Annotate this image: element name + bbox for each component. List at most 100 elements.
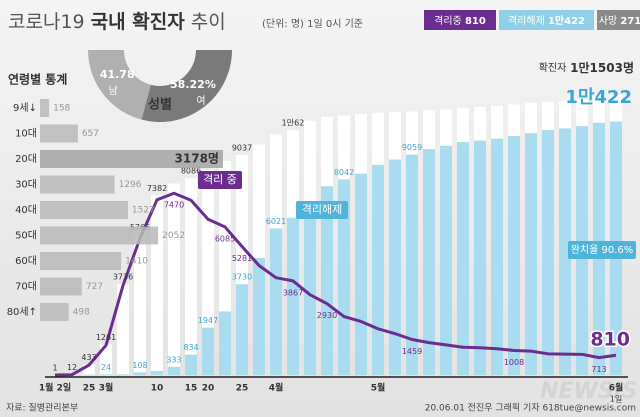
- line: [54, 191, 617, 377]
- bar: [117, 284, 129, 375]
- x-tick-label: 5월: [371, 382, 386, 394]
- badge-value: 810: [465, 16, 486, 27]
- bar: [40, 124, 78, 143]
- category-label: 70대: [15, 281, 37, 293]
- bar: [40, 277, 82, 296]
- badge-text: 격리중 810: [434, 14, 486, 27]
- value-label: 6021: [266, 217, 286, 226]
- chart-title: 성별: [148, 97, 172, 113]
- bar: [40, 303, 69, 321]
- value-label: 1: [52, 363, 57, 372]
- series-name: 확진자: [539, 62, 567, 74]
- category-label: 50대: [15, 230, 37, 242]
- bar: [40, 150, 223, 168]
- value-label: 2052: [162, 231, 185, 241]
- value-label: 727: [86, 282, 103, 292]
- pie-slice: [88, 50, 151, 120]
- x-tick-label: 25: [83, 384, 96, 394]
- bar: [270, 228, 282, 375]
- value-label: 12: [67, 363, 77, 372]
- value-label: 24: [101, 363, 111, 372]
- bar: [40, 252, 122, 270]
- annotation-box: [568, 241, 636, 259]
- annotation-box: [296, 201, 348, 219]
- x-tick-label: 15: [185, 384, 198, 394]
- value-label: 1만422: [565, 87, 632, 108]
- value-label: 7470: [164, 201, 184, 210]
- bar: [559, 128, 571, 375]
- bar: [287, 217, 299, 375]
- source: 자료: 질병관리본부: [6, 402, 78, 414]
- badge: [597, 10, 640, 30]
- pie-slice: [141, 50, 232, 122]
- badge-text: 격리해제 1만422: [508, 14, 585, 27]
- bar: [185, 354, 197, 375]
- value-label: 41.78: [100, 68, 135, 81]
- title-part: 국내 확진자: [91, 10, 186, 33]
- bar: [508, 136, 520, 375]
- bar: [151, 370, 163, 375]
- value-label: 158: [53, 104, 70, 114]
- x-tick-label: 1월 2일: [39, 382, 71, 394]
- category-label: 40대: [15, 204, 37, 216]
- annotation: 격리해제: [302, 202, 342, 216]
- bar: [40, 99, 50, 117]
- title-part: 코로나19: [8, 11, 85, 33]
- value-label: 3730: [232, 273, 252, 282]
- unit-note: (단위: 명) 1일 0시 기준: [262, 17, 363, 30]
- annotation: 완치율 90.6%: [571, 244, 634, 256]
- title: 코로나19 국내 확진자 추이: [8, 10, 226, 33]
- badge: [499, 10, 594, 30]
- bar: [117, 374, 129, 375]
- x-tick-label: 4월: [269, 382, 284, 394]
- value-label: 9037: [232, 144, 252, 153]
- value-label: 3867: [283, 288, 303, 297]
- bar: [372, 164, 384, 375]
- value-label: 834: [183, 343, 198, 352]
- category-label: 10대: [15, 128, 37, 140]
- x-tick-note: 1일: [610, 395, 622, 404]
- value-label: 1527: [132, 206, 155, 216]
- x-tick-label: 3월: [99, 382, 114, 394]
- value-label: 810: [590, 329, 630, 351]
- value-label: 498: [73, 308, 90, 318]
- x-tick-label: 6월: [609, 382, 624, 394]
- value-label: 108: [132, 361, 147, 370]
- bar: [151, 195, 163, 375]
- bar: [168, 183, 180, 375]
- value-label: 433: [81, 353, 96, 362]
- category-label: 30대: [15, 179, 37, 191]
- category-label: 남: [109, 85, 118, 97]
- category-label: 여: [196, 95, 205, 107]
- badge: [424, 10, 496, 30]
- badge-text: 사망 271: [599, 15, 640, 27]
- badge-value: 1만422: [548, 14, 585, 27]
- bar: [474, 140, 486, 375]
- bar: [304, 201, 316, 375]
- bar: [355, 173, 367, 375]
- bar: [134, 234, 146, 375]
- value-label: 8086: [181, 167, 201, 176]
- x-tick-label: 10: [151, 384, 164, 394]
- bar: [406, 154, 418, 375]
- value-label: 2930: [317, 311, 337, 320]
- value-label: 8042: [334, 168, 354, 177]
- value-label: 713: [591, 365, 606, 374]
- bar: [321, 186, 333, 375]
- bar: [338, 179, 350, 375]
- bar: [40, 201, 128, 219]
- bar: [440, 145, 452, 375]
- category-label: 60대: [15, 255, 37, 267]
- bar: [185, 178, 197, 375]
- annotation: 격리 중: [203, 173, 237, 186]
- value-label: 1008: [504, 358, 524, 367]
- value-label: 657: [82, 129, 99, 139]
- category-label: 9세↓: [13, 102, 37, 114]
- value-label: 5281: [232, 254, 252, 263]
- x-tick-label: 25: [236, 384, 249, 394]
- value-label: 1947: [198, 316, 218, 325]
- bar: [542, 130, 554, 375]
- bar: [219, 311, 231, 375]
- value-label: 6085: [215, 234, 235, 243]
